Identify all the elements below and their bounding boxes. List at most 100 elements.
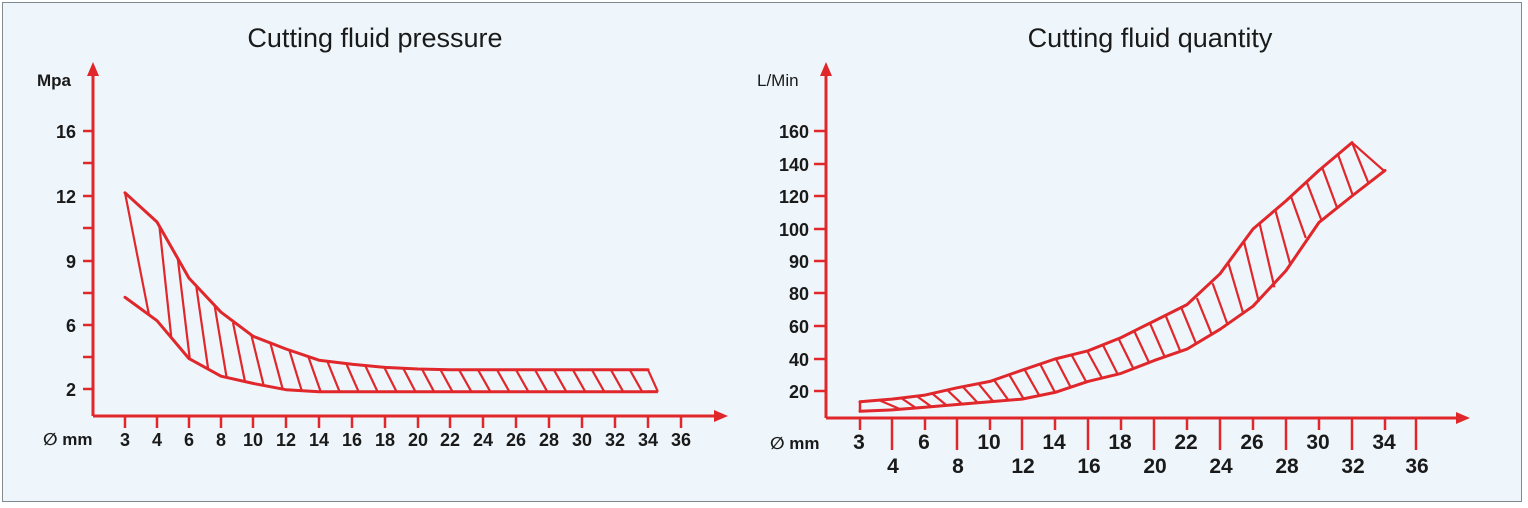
pressure-hatch-line xyxy=(534,369,549,393)
quantity-x-axis-label: ∅ mm xyxy=(770,434,820,453)
quantity-hatch-line xyxy=(1086,350,1103,379)
quantity-x-tick-label: 28 xyxy=(1275,455,1299,478)
quantity-y-ticks: 20 40 60 80 90 100 120 140 160 xyxy=(779,122,826,402)
pressure-chart-title: Cutting fluid pressure xyxy=(247,23,502,53)
quantity-x-tick-label: 22 xyxy=(1174,431,1197,454)
pressure-hatch-line xyxy=(176,258,191,360)
pressure-hatch-line xyxy=(496,369,511,393)
quantity-hatch-line xyxy=(1101,344,1119,375)
quantity-y-tick-label: 90 xyxy=(789,252,809,272)
pressure-hatch-line xyxy=(364,365,379,393)
pressure-hatch-line xyxy=(326,360,341,393)
pressure-hatch-line xyxy=(421,368,435,393)
pressure-y-tick-label: 12 xyxy=(56,187,76,207)
pressure-hatch-line xyxy=(439,369,454,393)
quantity-chart-title: Cutting fluid quantity xyxy=(1028,23,1273,53)
pressure-hatch-line xyxy=(609,369,625,393)
quantity-hatch-line xyxy=(1023,368,1041,397)
pressure-hatch-line xyxy=(571,369,587,393)
pressure-hatch-line xyxy=(383,366,398,393)
pressure-x-tick-label: 8 xyxy=(216,430,226,450)
quantity-x-tick-label: 14 xyxy=(1042,431,1066,454)
quantity-y-tick-label: 120 xyxy=(779,187,809,207)
quantity-hatch-line xyxy=(1054,358,1072,388)
pressure-x-tick-label: 34 xyxy=(638,430,658,450)
quantity-hatch-line xyxy=(1258,223,1276,288)
pressure-hatch-line xyxy=(552,369,568,393)
quantity-y-tick-label: 100 xyxy=(779,220,809,240)
quantity-hatch-line xyxy=(1289,195,1307,239)
quantity-x-tick-label: 30 xyxy=(1306,431,1329,454)
quantity-y-tick-label: 80 xyxy=(789,284,809,304)
pressure-hatch-line xyxy=(477,369,492,393)
quantity-y-tick-label: 20 xyxy=(789,382,809,402)
pressure-band xyxy=(123,191,659,394)
pressure-x-ticks: 3 4 6 8 10 12 14 16 18 20 22 24 26 28 30 32 34 36 xyxy=(120,416,691,450)
pressure-x-tick-label: 4 xyxy=(152,430,162,450)
pressure-hatch-line xyxy=(402,367,417,393)
quantity-hatch-line xyxy=(1227,262,1245,314)
pressure-x-tick-label: 36 xyxy=(671,430,691,450)
pressure-x-axis-label: ∅ mm xyxy=(43,430,93,449)
quantity-x-tick-label: 20 xyxy=(1143,455,1166,478)
quantity-hatch-line xyxy=(1242,241,1260,303)
quantity-hatch-line xyxy=(878,399,901,411)
quantity-hatch-line xyxy=(1070,354,1088,383)
pressure-hatch-line xyxy=(250,334,265,386)
quantity-x-tick-label: 18 xyxy=(1108,431,1132,454)
pressure-hatch-line xyxy=(458,369,473,393)
pressure-x-tick-label: 12 xyxy=(276,430,296,450)
pressure-hatch-line xyxy=(231,322,247,382)
quantity-hatch-line xyxy=(1148,322,1166,358)
pressure-hatch-line xyxy=(345,363,360,393)
pressure-hatch-line xyxy=(213,305,228,378)
quantity-x-tick-label: 36 xyxy=(1405,455,1428,478)
quantity-lower-curve xyxy=(858,168,1387,413)
quantity-hatch-line xyxy=(1164,314,1182,352)
quantity-x-axis-arrow xyxy=(1456,412,1470,424)
quantity-band xyxy=(858,141,1387,413)
quantity-hatch-line xyxy=(916,395,933,408)
quantity-hatch-line xyxy=(1274,209,1292,265)
pressure-x-axis-arrow xyxy=(714,410,728,422)
pressure-lower-curve xyxy=(123,295,650,394)
quantity-hatch-line xyxy=(1195,297,1213,335)
quantity-hatch-line xyxy=(1351,141,1385,172)
pressure-y-tick-label: 2 xyxy=(66,380,76,400)
pressure-y-axis-label: Mpa xyxy=(37,71,72,90)
quantity-chart: Cutting fluid quantity L/Min ∅ mm 20 40 60… xyxy=(757,23,1470,478)
quantity-hatch-line xyxy=(1008,374,1025,400)
pressure-x-tick-label: 24 xyxy=(473,430,493,450)
pressure-x-tick-label: 10 xyxy=(243,430,263,450)
quantity-hatch-line xyxy=(1305,181,1323,221)
quantity-hatch-line xyxy=(961,385,979,404)
quantity-x-tick-label: 3 xyxy=(853,431,865,454)
pressure-y-tick-label: 16 xyxy=(56,122,76,142)
quantity-x-tick-label: 16 xyxy=(1077,455,1100,478)
quantity-hatch-line xyxy=(1039,363,1056,393)
pressure-hatch-line xyxy=(590,369,606,393)
pressure-hatch-line xyxy=(288,349,303,391)
quantity-hatch-line xyxy=(900,397,917,409)
pressure-x-tick-label: 32 xyxy=(605,430,625,450)
quantity-hatch-line xyxy=(1336,154,1354,196)
pressure-x-tick-label: 18 xyxy=(375,430,395,450)
pressure-x-tick-label: 28 xyxy=(539,430,559,450)
quantity-y-tick-label: 40 xyxy=(789,350,809,370)
quantity-y-axis-arrow xyxy=(820,62,832,76)
pressure-x-tick-label: 14 xyxy=(309,430,329,450)
quantity-hatch-line xyxy=(1117,338,1135,370)
quantity-x-tick-label: 34 xyxy=(1372,431,1396,454)
pressure-hatch-line xyxy=(158,226,173,339)
pressure-hatch-line xyxy=(269,342,284,390)
pressure-chart: Cutting fluid pressure Mpa ∅ mm 2691216 … xyxy=(37,23,728,450)
pressure-hatch-line xyxy=(646,369,659,393)
quantity-x-tick-label: 8 xyxy=(952,455,964,478)
quantity-axes xyxy=(820,62,1470,424)
quantity-y-tick-label: 60 xyxy=(789,317,809,337)
quantity-hatch-line xyxy=(1211,282,1229,325)
quantity-x-tick-label: 10 xyxy=(977,431,1000,454)
quantity-x-tick-label: 32 xyxy=(1341,455,1364,478)
